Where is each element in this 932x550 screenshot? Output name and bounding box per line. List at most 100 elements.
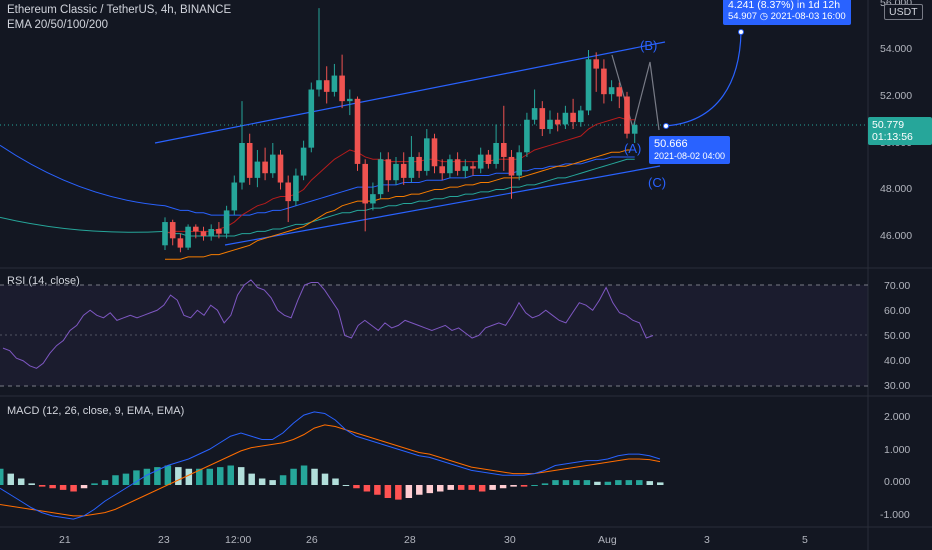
macd-histogram-bar [531, 485, 538, 486]
macd-histogram-bar [49, 485, 56, 489]
rsi-tick: 30.00 [884, 380, 910, 392]
candle-body [616, 87, 623, 97]
rsi-tick: 60.00 [884, 305, 910, 317]
macd-histogram-bar [395, 485, 402, 500]
candle-body [431, 138, 438, 167]
macd-histogram-bar [7, 473, 14, 485]
forecast-change: 4.241 (8.37%) in 1d 12h [728, 0, 841, 11]
candle-body [416, 156, 422, 171]
candle-body [547, 119, 553, 130]
macd-histogram-bar [300, 465, 308, 485]
ema-legend[interactable]: EMA 20/50/100/200 [7, 19, 109, 31]
ema200-line [164, 158, 635, 237]
candle-body [200, 231, 207, 236]
candle-body [208, 229, 214, 236]
candle-body [216, 229, 222, 234]
macd-histogram-bar [437, 485, 444, 492]
candle-body [539, 108, 546, 130]
time-tick: 30 [504, 534, 516, 546]
forecast-tag[interactable]: 4.241 (8.37%) in 1d 12h 54.907 ◷ 2021-08… [723, 0, 851, 25]
cursor-tag[interactable]: 50.666 2021-08-02 04:00 [649, 136, 731, 164]
forecast-end-handle[interactable] [738, 29, 744, 35]
macd-histogram-bar [112, 475, 119, 485]
time-tick: 21 [59, 534, 71, 546]
currency-badge[interactable]: USDT [884, 4, 923, 20]
time-tick: 28 [404, 534, 416, 546]
candle-body [308, 89, 315, 148]
macd-histogram-bar [499, 485, 507, 489]
macd-histogram-bar [510, 485, 517, 487]
macd-histogram-bar [196, 468, 203, 485]
candle-body [362, 163, 368, 204]
rsi-tick: 50.00 [884, 330, 910, 342]
symbol-title[interactable]: Ethereum Classic / TetherUS, 4h, BINANCE [7, 4, 232, 16]
macd-histogram-bar [332, 478, 339, 485]
candle-body [169, 222, 176, 239]
wave-pattern-line[interactable] [611, 54, 660, 131]
candle-body [470, 166, 476, 169]
wave-label-b[interactable]: (B) [640, 38, 657, 53]
candle-body [347, 98, 353, 102]
macd-histogram-bar [143, 468, 151, 485]
macd-histogram-bar [164, 465, 172, 485]
time-tick: 23 [158, 534, 170, 546]
macd-tick: 2.000 [884, 411, 910, 423]
ema-layer [0, 116, 635, 260]
macd-histogram-bar [594, 481, 601, 485]
bar-countdown: 01:13:56 [872, 131, 913, 143]
candle-body [393, 163, 399, 181]
macd-histogram-bar [206, 468, 214, 485]
candle-body [570, 112, 576, 123]
candle-body [501, 143, 507, 157]
macd-axis[interactable]: 2.000 1.000 0.000 -1.000 [880, 411, 910, 521]
macd-histogram-bar [154, 467, 161, 485]
forecast-start-handle[interactable] [663, 123, 669, 129]
macd-histogram-bar [217, 467, 224, 485]
macd-histogram-bar [573, 480, 580, 485]
candle-body [323, 80, 330, 92]
macd-histogram-bar [101, 480, 109, 485]
macd-tick: 0.000 [884, 476, 910, 488]
candle-body [631, 124, 638, 134]
macd-histogram-bar [562, 480, 570, 485]
symbol-legend[interactable]: Ethereum Classic / TetherUS, 4h, BINANCE… [7, 3, 231, 33]
candle-body [593, 59, 599, 69]
time-axis[interactable]: 21 23 12:00 26 28 30 Aug 3 5 [59, 534, 808, 546]
macd-histogram-bar [363, 485, 371, 492]
rsi-axis[interactable]: 70.00 60.00 50.00 40.00 30.00 [884, 280, 910, 392]
wave-label-c[interactable]: (C) [648, 175, 666, 190]
candle-body [447, 159, 453, 174]
macd-histogram-bar [541, 483, 549, 485]
last-price-value: 50.779 [872, 119, 905, 131]
macd-histogram-bar [59, 485, 67, 490]
macd-histogram-bar [426, 485, 434, 494]
rsi-layer [2, 279, 654, 369]
channel-upper-line[interactable] [154, 41, 666, 144]
candle-body [601, 68, 607, 95]
macd-title: MACD (12, 26, close, 9, EMA, EMA) [7, 405, 184, 417]
forecast-date-icon: ◷ [759, 11, 768, 22]
macd-histogram-bar [552, 480, 559, 485]
macd-histogram-bar [604, 481, 612, 485]
candle-body [424, 138, 430, 171]
macd-histogram-bar [447, 485, 454, 490]
candle-body [385, 159, 392, 181]
forecast-curve[interactable] [664, 31, 742, 127]
candle-body [300, 147, 307, 176]
candle-body [246, 143, 253, 178]
candle-body [485, 154, 492, 164]
candle-body [316, 80, 322, 90]
candle-body [554, 119, 561, 125]
price-tick: 48.000 [880, 183, 912, 195]
wave-label-a[interactable]: (A) [624, 141, 641, 156]
candle-body [177, 238, 184, 248]
macd-histogram-bar [122, 473, 130, 485]
price-tick: 46.000 [880, 230, 912, 242]
macd-histogram-bar [290, 468, 297, 485]
candle-body [354, 98, 361, 164]
rsi-title: RSI (14, close) [7, 275, 80, 287]
candle-body [277, 154, 284, 183]
price-tick: 54.000 [880, 43, 912, 55]
channel-lower-line[interactable] [224, 165, 661, 246]
